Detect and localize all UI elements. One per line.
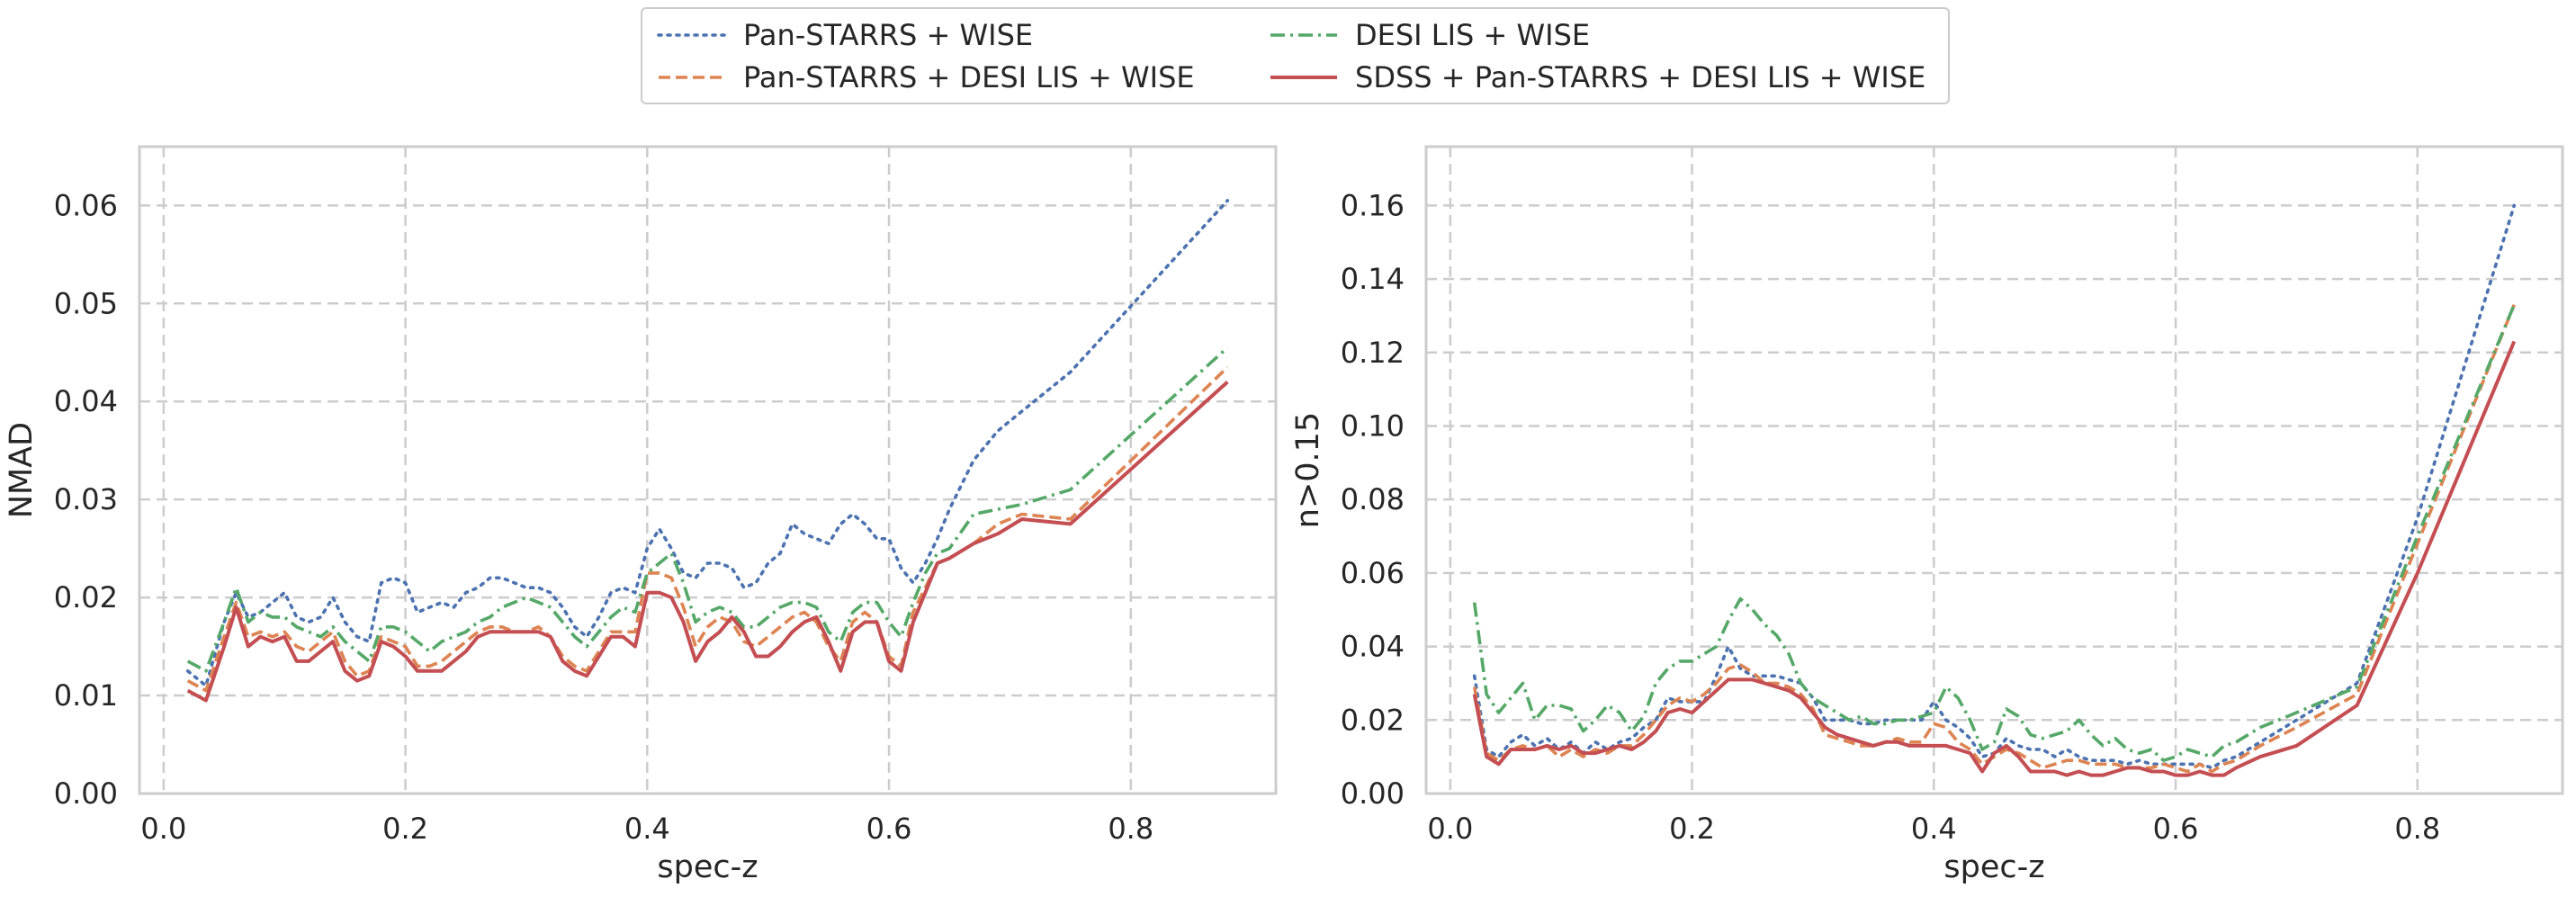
y-tick-label: 0.03 bbox=[54, 482, 118, 516]
x-tick-label: 0.4 bbox=[1911, 812, 1957, 846]
legend-item: Pan-STARRS + DESI LIS + WISE bbox=[650, 57, 1195, 98]
y-axis-label: NMAD bbox=[4, 422, 40, 518]
x-tick-label: 0.2 bbox=[382, 812, 428, 846]
x-tick-label: 0.2 bbox=[1669, 812, 1715, 846]
x-tick-label: 0.6 bbox=[2153, 812, 2199, 846]
chart-panel-2: 0.0 0.2 0.4 0.6 0.8 0.00 0.02 0.04 0.06 0.08 0.10 0… bbox=[1290, 145, 2564, 885]
y-tick-label: 0.02 bbox=[54, 580, 118, 614]
y-tick-label: 0.06 bbox=[1341, 556, 1405, 590]
series-line-3 bbox=[1472, 304, 2516, 763]
series-line-1 bbox=[1472, 203, 2517, 770]
x-axis-label: spec-z bbox=[657, 849, 758, 885]
x-tick-label: 0.4 bbox=[624, 812, 670, 846]
legend-label: Pan-STARRS + DESI LIS + WISE bbox=[743, 60, 1195, 94]
chart-panel-1: 0.0 0.2 0.4 0.6 0.8 0.00 0.01 0.02 0.03 0.04 0.05 0… bbox=[4, 145, 1278, 885]
legend-label: DESI LIS + WISE bbox=[1355, 18, 1591, 52]
legend-swatch bbox=[657, 33, 727, 37]
y-tick-label: 0.04 bbox=[54, 384, 118, 418]
legend-item: DESI LIS + WISE bbox=[1261, 14, 1590, 56]
x-axis-label: spec-z bbox=[1943, 849, 2044, 885]
y-tick-label: 0.06 bbox=[54, 188, 118, 222]
legend-swatch bbox=[659, 76, 725, 79]
series-line-1 bbox=[185, 199, 1230, 688]
y-axis-label: n>0.15 bbox=[1290, 412, 1326, 528]
y-tick-label: 0.01 bbox=[54, 678, 118, 713]
x-tick-label: 0.0 bbox=[140, 812, 186, 846]
legend-label: SDSS + Pan-STARRS + DESI LIS + WISE bbox=[1355, 60, 1926, 94]
legend-swatch bbox=[1270, 76, 1337, 79]
y-tick-label: 0.12 bbox=[1341, 336, 1405, 370]
legend-label: Pan-STARRS + WISE bbox=[743, 18, 1034, 52]
plot-frame bbox=[1424, 145, 2564, 795]
series-line-4 bbox=[1472, 340, 2517, 777]
legend-item: SDSS + Pan-STARRS + DESI LIS + WISE bbox=[1261, 57, 1925, 98]
x-tick-label: 0.6 bbox=[866, 812, 912, 846]
legend-swatch bbox=[1270, 33, 1337, 37]
x-tick-label: 0.8 bbox=[1108, 812, 1153, 846]
y-tick-label: 0.08 bbox=[1341, 482, 1405, 516]
x-tick-label: 0.8 bbox=[2394, 812, 2440, 846]
plot-frame bbox=[138, 145, 1278, 795]
y-tick-label: 0.05 bbox=[54, 286, 118, 320]
y-tick-label: 0.14 bbox=[1341, 262, 1405, 296]
y-tick-label: 0.10 bbox=[1341, 408, 1405, 443]
series-line-3 bbox=[186, 345, 1229, 673]
series-line-4 bbox=[186, 381, 1229, 703]
y-tick-label: 0.00 bbox=[54, 776, 118, 811]
legend-item: Pan-STARRS + WISE bbox=[650, 14, 1033, 56]
y-tick-label: 0.00 bbox=[1341, 776, 1405, 811]
y-tick-label: 0.02 bbox=[1341, 703, 1405, 737]
y-tick-label: 0.04 bbox=[1341, 630, 1405, 664]
x-tick-label: 0.0 bbox=[1427, 812, 1473, 846]
y-tick-label: 0.16 bbox=[1341, 188, 1405, 222]
legend: Pan-STARRS + WISE Pan-STARRS + DESI LIS +… bbox=[641, 7, 1950, 104]
